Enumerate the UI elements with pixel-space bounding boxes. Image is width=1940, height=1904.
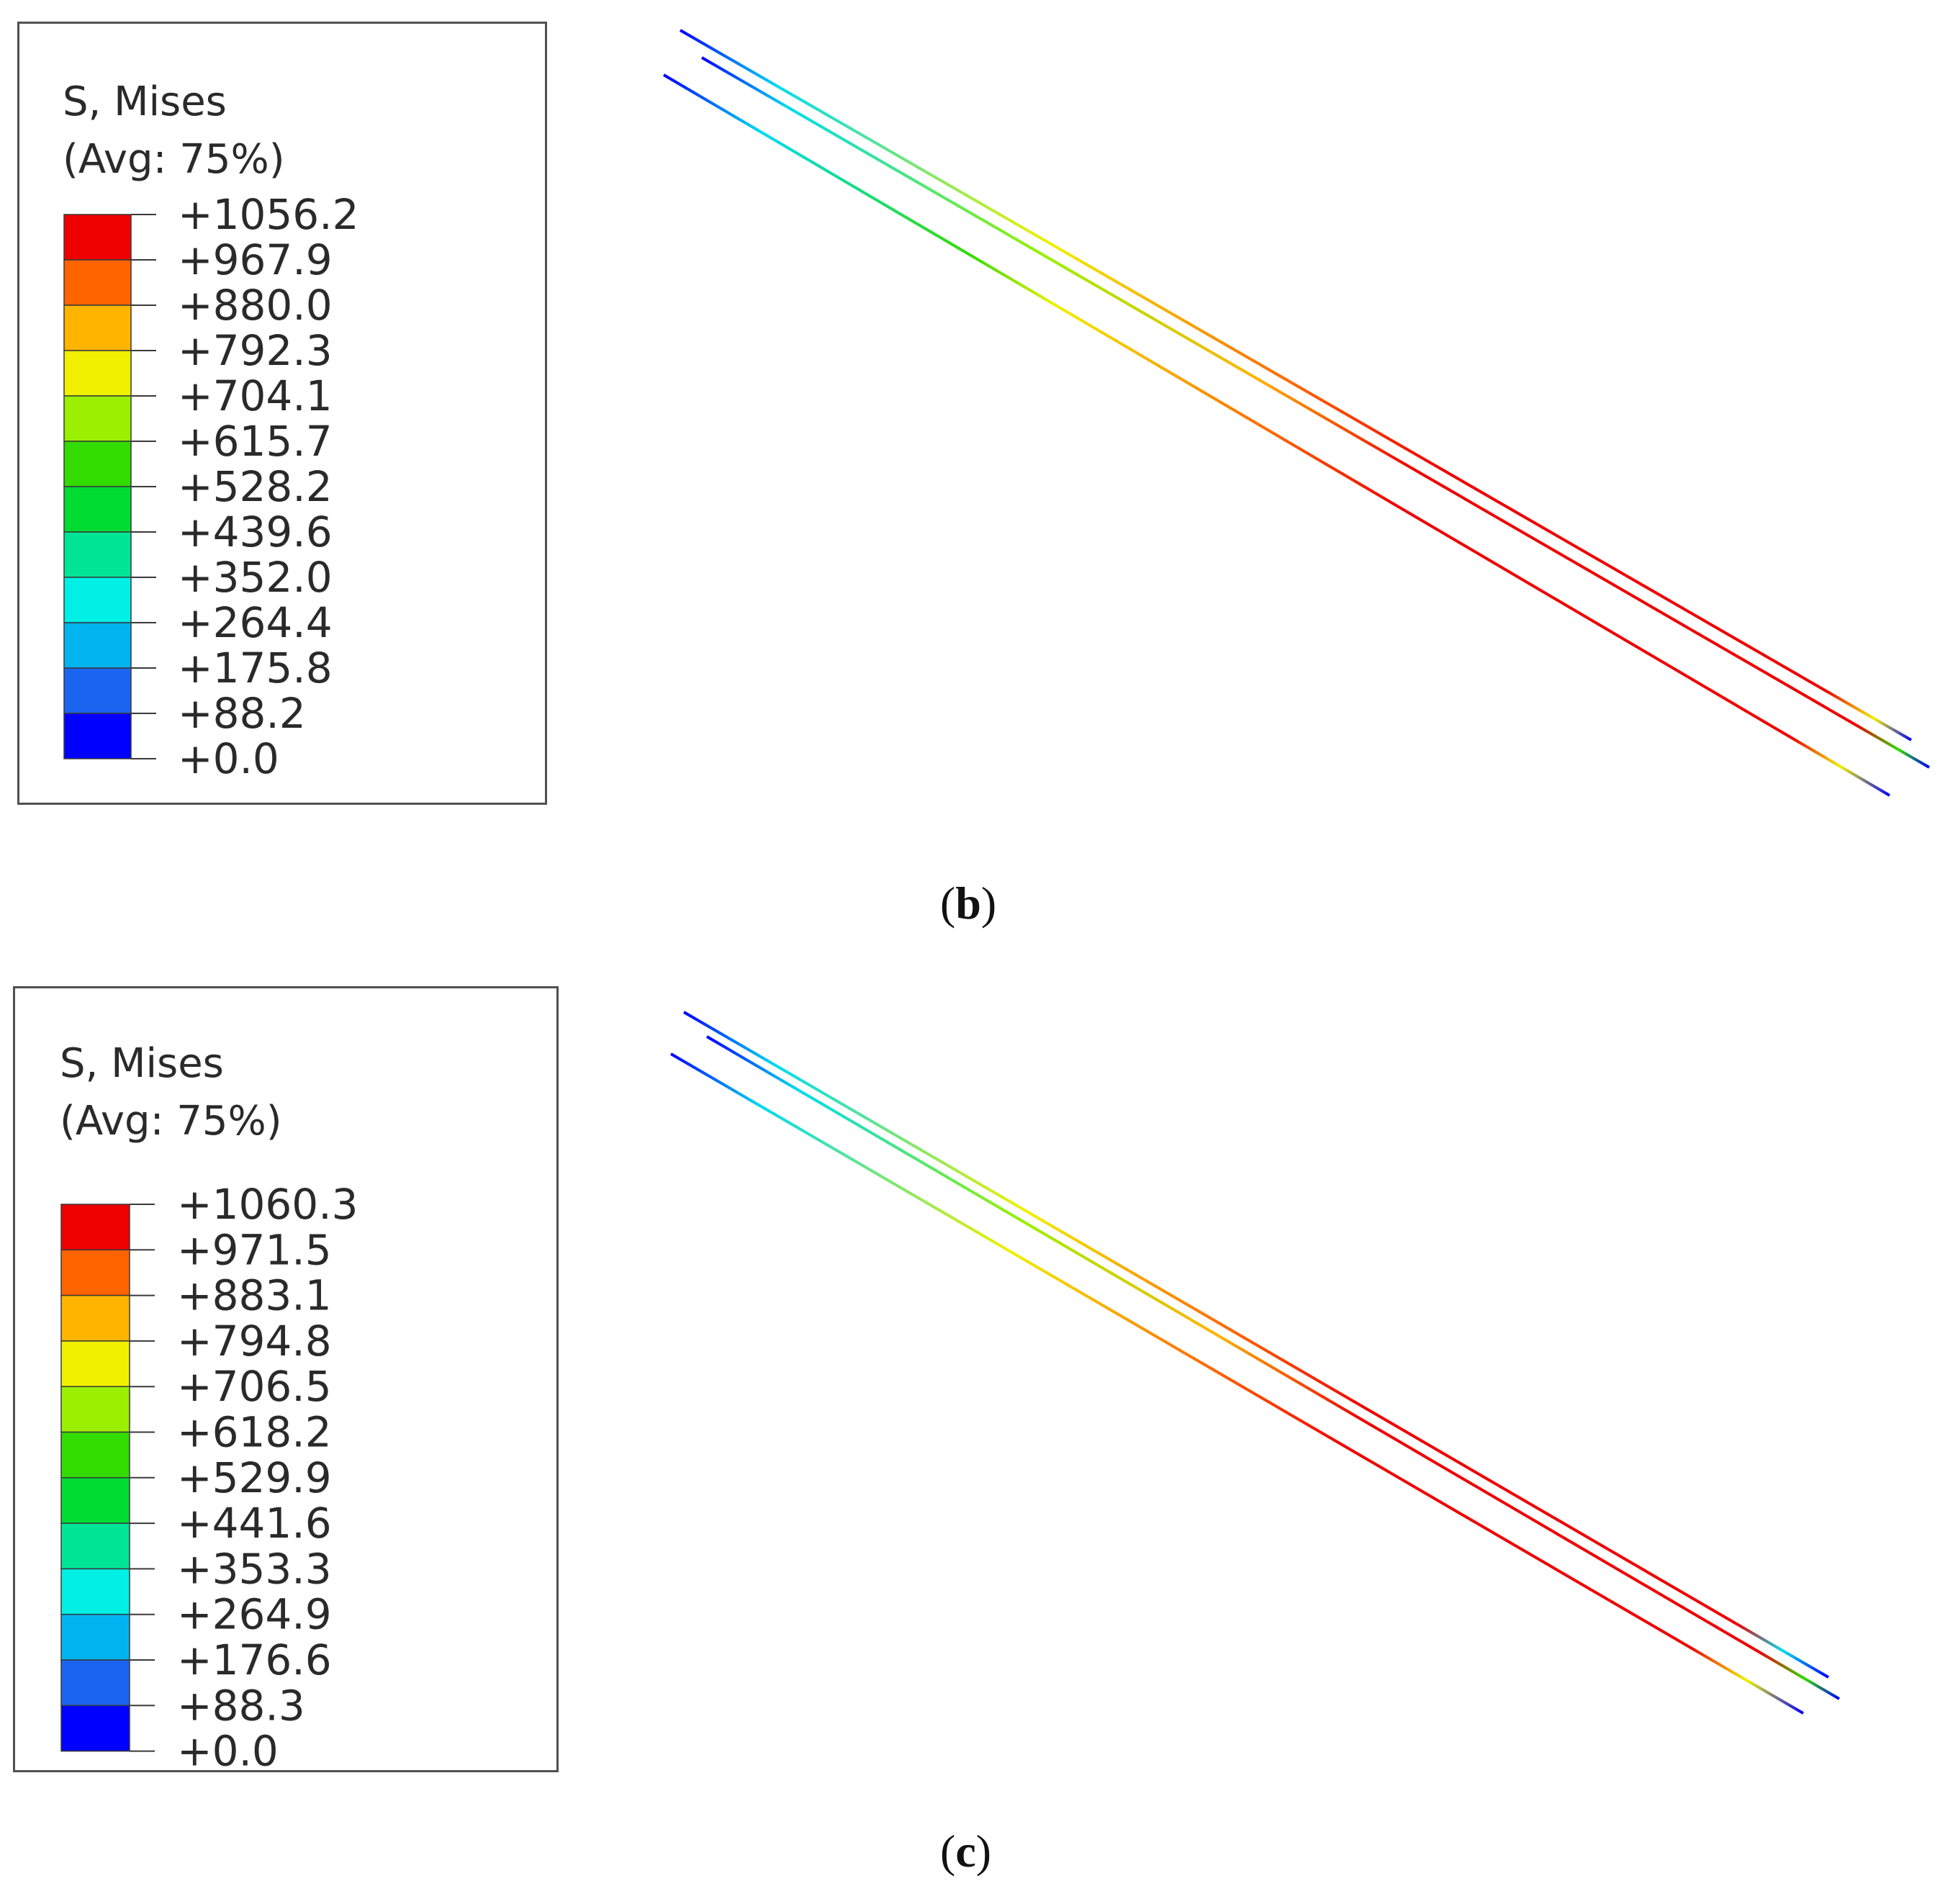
panel-caption: (c) [940,1826,992,1877]
legend-band [60,1431,130,1479]
cable-line [662,73,1891,797]
legend-band [63,713,132,759]
legend-band [63,259,132,306]
legend-subtitle: (Avg: 75%) [63,136,285,183]
legend-band [63,622,132,669]
legend-band [60,1613,130,1661]
legend-value-label: +353.3 [177,1544,332,1593]
legend-value-label: +615.7 [178,417,333,466]
legend-subtitle: (Avg: 75%) [60,1098,282,1145]
legend-band [63,395,132,442]
legend-title: S, Mises [60,1040,224,1087]
legend-band [63,667,132,714]
legend-band [60,1477,130,1524]
legend-value-label: +1060.3 [177,1180,358,1229]
cable-diagram [669,1011,1841,1715]
legend-value-label: +883.1 [177,1271,332,1320]
legend-band [60,1659,130,1707]
legend-value-label: +792.3 [178,326,333,375]
legend-band [60,1522,130,1570]
legend-value-label: +88.3 [177,1681,305,1730]
legend-band [60,1249,130,1296]
legend-value-label: +971.5 [177,1225,332,1274]
color-scale: +1056.2+967.9+880.0+792.3+704.1+615.7+52… [63,190,359,783]
panel-b: S, Mises (Avg: 75%) +1056.2 +967.9 +880.0 +… [17,22,1931,929]
color-scale: +1060.3+971.5+883.1+794.8+706.5+618.2+52… [60,1180,358,1776]
legend-band [63,350,132,397]
legend-band [63,486,132,533]
legend-value-label: +88.2 [178,689,306,738]
legend-band [63,304,132,351]
cable-line [669,1052,1805,1715]
legend-value-label: +0.0 [177,1727,279,1776]
legend-value-label: +264.4 [178,598,333,647]
legend-value-label: +880.0 [178,281,333,330]
panel-c: S, Mises (Avg: 75%) +1060.3 +971.5 +883.1 +… [0,957,1940,1904]
cable-line [705,1035,1841,1700]
stress-legend: S, Mises (Avg: 75%) +1060.3 +971.5 +883.1 +… [13,986,559,1776]
legend-value-label: +0.0 [178,734,279,783]
legend-band [60,1204,130,1251]
legend-band [63,441,132,487]
legend-value-label: +176.6 [177,1635,332,1684]
legend-value-label: +439.6 [178,507,333,556]
cable-diagram [662,29,1931,797]
cable-line [682,1011,1830,1679]
legend-value-label: +528.2 [178,462,333,511]
legend-value-label: +441.6 [177,1499,332,1548]
cable-line [680,29,1912,741]
legend-value-label: +794.8 [177,1317,332,1366]
legend-band [60,1705,130,1752]
legend-band [63,214,132,261]
legend-value-label: +1056.2 [178,190,359,239]
legend-band [63,577,132,623]
legend-value-label: +706.5 [177,1362,332,1411]
legend-value-label: +618.2 [177,1408,332,1457]
legend-value-label: +264.9 [177,1590,332,1639]
legend-value-label: +704.1 [178,371,333,420]
legend-value-label: +175.8 [178,644,333,692]
legend-title: S, Mises [63,78,227,125]
panel-caption: (b) [940,877,997,929]
legend-value-label: +529.9 [177,1453,332,1502]
legend-value-label: +967.9 [178,235,333,284]
stress-legend: S, Mises (Avg: 75%) +1056.2 +967.9 +880.0 +… [17,22,547,805]
legend-band [60,1568,130,1615]
legend-value-label: +352.0 [178,553,333,602]
cable-line [700,56,1931,769]
